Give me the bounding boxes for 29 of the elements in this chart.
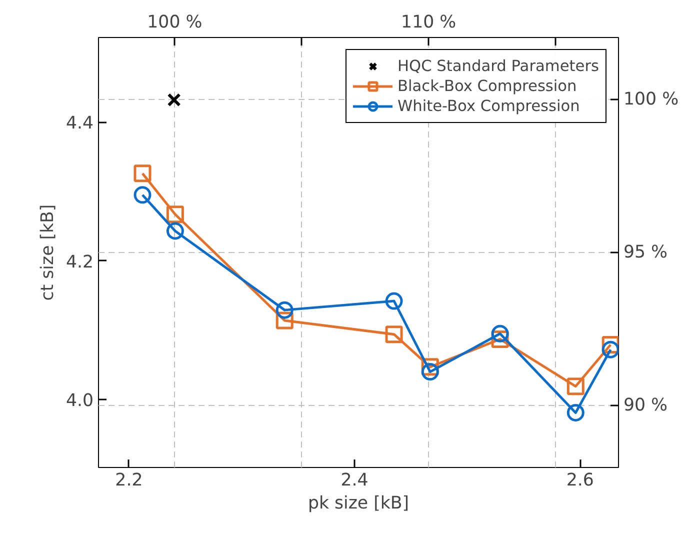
y-tick-label: 4.0 [66, 391, 94, 412]
point [276, 301, 294, 319]
y-tick-label: 4.4 [66, 114, 94, 134]
legend-label: White-Box Compression [397, 97, 580, 115]
x2-tick-label: 110 % [401, 12, 456, 32]
y2-tick-label: 95 % [624, 242, 668, 263]
point [166, 206, 184, 224]
legend-label: Black-Box Compression [397, 77, 577, 95]
point [566, 404, 584, 422]
point [602, 340, 618, 358]
point [421, 363, 439, 381]
point [167, 93, 181, 107]
point [134, 186, 152, 204]
y-axis-title: ct size [kB] [38, 204, 58, 301]
x-tick-label: 2.4 [340, 470, 368, 490]
y2-tick-label: 90 % [624, 396, 668, 416]
point [134, 164, 152, 182]
x-tick-label: 2.2 [115, 470, 143, 490]
x2-tick-label: 100 % [147, 12, 202, 32]
point [385, 326, 403, 344]
legend-label: HQC Standard Parameters [397, 57, 599, 75]
point [166, 222, 184, 240]
x-tick-label: 2.6 [566, 470, 594, 490]
x-axis-title: pk size [kB] [308, 494, 410, 514]
y2-tick-label: 100 % [624, 90, 679, 110]
point [491, 324, 509, 342]
point [385, 292, 403, 310]
y-tick-label: 4.2 [66, 252, 94, 272]
point [566, 378, 584, 396]
